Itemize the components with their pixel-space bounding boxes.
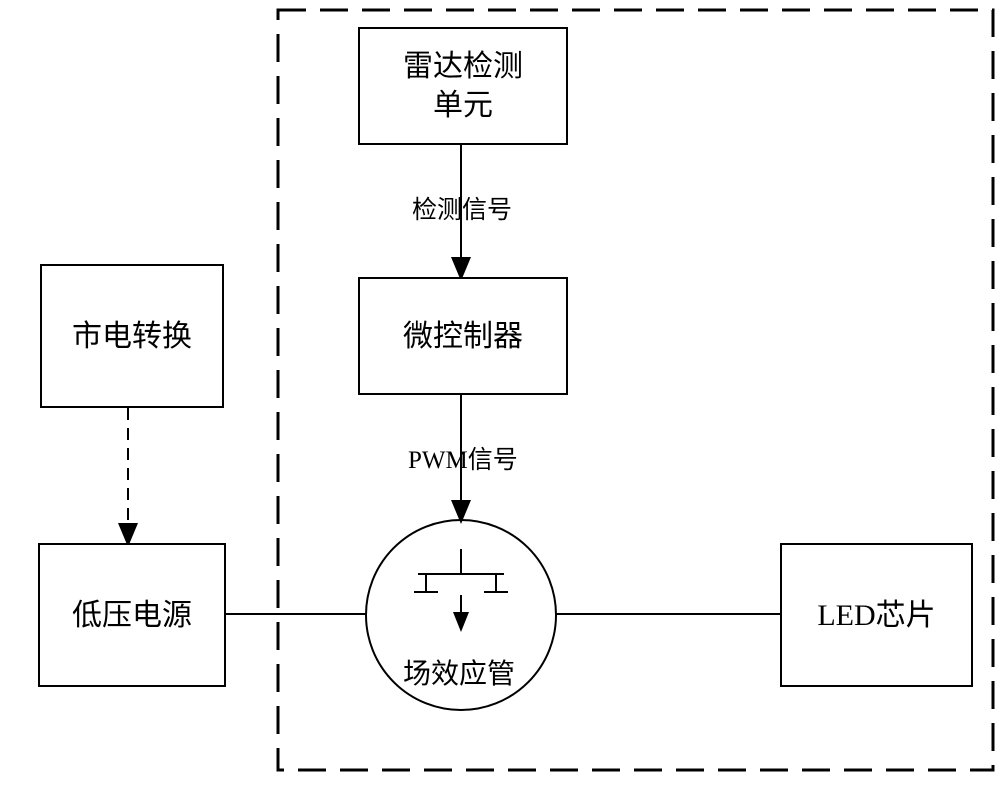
pwm-signal-label: PWM信号 [408,440,518,476]
low-voltage-box: 低压电源 [38,543,226,687]
mosfet-label: 场效应管 [403,652,515,692]
microcontroller-label: 微控制器 [403,317,523,356]
radar-detection-box: 雷达检测单元 [358,27,568,145]
microcontroller-box: 微控制器 [358,277,568,395]
detect-signal-label: 检测信号 [412,190,512,226]
led-chip-label: LED芯片 [817,596,935,635]
led-chip-box: LED芯片 [780,543,973,687]
low-voltage-label: 低压电源 [72,596,192,635]
mains-conversion-box: 市电转换 [40,264,224,408]
mains-conversion-label: 市电转换 [72,317,192,356]
radar-detection-label: 雷达检测单元 [403,47,523,125]
diagram-container: 雷达检测单元 微控制器 市电转换 低压电源 LED芯片 检测信号 PWM信号 场… [0,0,1000,786]
